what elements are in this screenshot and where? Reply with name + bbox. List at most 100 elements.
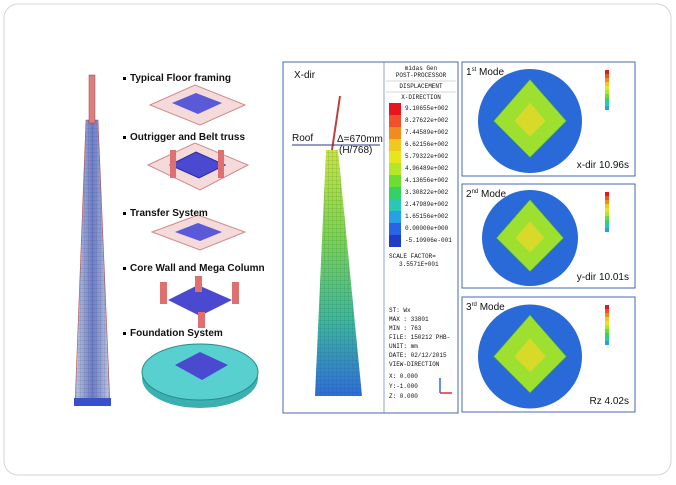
mode-core bbox=[515, 221, 545, 253]
roof-label: Roof bbox=[292, 133, 313, 144]
mini-legend bbox=[605, 317, 609, 321]
legend-swatch bbox=[389, 211, 401, 223]
mini-legend bbox=[605, 70, 609, 74]
mode-caption: y-dir 10.01s bbox=[577, 272, 629, 283]
delta-label: Δ=670mm bbox=[337, 134, 383, 145]
mini-legend bbox=[605, 192, 609, 196]
legend-swatch bbox=[389, 115, 401, 127]
mini-legend bbox=[605, 200, 609, 204]
legend-swatch bbox=[389, 103, 401, 115]
mini-legend bbox=[605, 321, 609, 325]
mini-legend bbox=[605, 333, 609, 337]
mode-ordinal: 2 bbox=[466, 189, 472, 200]
component: X-DIRECTION bbox=[401, 94, 441, 101]
mini-legend bbox=[605, 228, 609, 232]
mode-label: Mode bbox=[480, 302, 505, 313]
mini-legend bbox=[605, 329, 609, 333]
info-line: UNIT: mm bbox=[389, 343, 418, 350]
legend-value: 3.30822e+002 bbox=[405, 189, 449, 196]
mode-label: Mode bbox=[479, 67, 504, 78]
legend-swatch bbox=[389, 127, 401, 139]
mini-legend bbox=[605, 204, 609, 208]
floor-illustrations bbox=[141, 84, 259, 408]
mini-legend bbox=[605, 212, 609, 216]
component-label: Foundation System bbox=[130, 328, 223, 339]
mini-legend bbox=[605, 106, 609, 110]
legend-value: 6.62156e+002 bbox=[405, 141, 449, 148]
bullet bbox=[123, 136, 126, 139]
mode-core bbox=[514, 102, 546, 137]
mode-core bbox=[514, 338, 546, 373]
mini-legend bbox=[605, 86, 609, 90]
scale-label: SCALE FACTOR= bbox=[389, 253, 436, 260]
view-value: X: 0.000 bbox=[389, 373, 418, 380]
mode-ordinal: 3 bbox=[466, 302, 472, 313]
legend-value: -5.10906e-001 bbox=[405, 237, 452, 244]
mini-legend bbox=[605, 305, 609, 309]
component-label: Outrigger and Belt truss bbox=[130, 132, 245, 143]
mode-suffix: st bbox=[472, 67, 477, 73]
mode-title: 3rd Mode bbox=[466, 302, 505, 313]
legend-swatch bbox=[389, 199, 401, 211]
legend-swatch bbox=[389, 175, 401, 187]
mini-legend bbox=[605, 98, 609, 102]
info-line: VIEW-DIRECTION bbox=[389, 361, 440, 368]
legend-swatch bbox=[389, 151, 401, 163]
legend-value: 4.96489e+002 bbox=[405, 165, 449, 172]
info-line: FILE: 150212 PHB- bbox=[389, 334, 450, 341]
legend-swatch bbox=[389, 163, 401, 175]
mini-legend bbox=[605, 94, 609, 98]
mini-legend bbox=[605, 102, 609, 106]
view-value: Z: 0.000 bbox=[389, 393, 418, 400]
legend-swatch bbox=[389, 187, 401, 199]
legend-value: 5.79322e+002 bbox=[405, 153, 449, 160]
result: DISPLACEMENT bbox=[399, 83, 443, 90]
mode-title: 2nd Mode bbox=[466, 189, 506, 200]
mini-legend bbox=[605, 220, 609, 224]
mode-caption: Rz 4.02s bbox=[590, 396, 629, 407]
mini-legend bbox=[605, 82, 609, 86]
mini-legend bbox=[605, 216, 609, 220]
component-label: Typical Floor framing bbox=[130, 73, 231, 84]
legend-swatch bbox=[389, 223, 401, 235]
legend-value: 8.27622e+002 bbox=[405, 117, 449, 124]
mode-label: Mode bbox=[481, 189, 506, 200]
mini-legend bbox=[605, 341, 609, 345]
mode-panels: 1st Mode x-dir 10.96s 2nd Mode y-dir 10.01s… bbox=[461, 61, 636, 413]
midas-legend: midas Gen POST-PROCESSOR DISPLACEMENT X-… bbox=[386, 65, 456, 400]
info-line: ST: Wx bbox=[389, 307, 411, 314]
mini-legend bbox=[605, 325, 609, 329]
legend-value: 9.10655e+002 bbox=[405, 105, 449, 112]
mini-legend bbox=[605, 309, 609, 313]
mini-legend bbox=[605, 74, 609, 78]
direction-label: X-dir bbox=[294, 70, 316, 81]
left-tower bbox=[74, 74, 111, 406]
legend-value: 7.44589e+002 bbox=[405, 129, 449, 136]
scale-value: 3.5571E+001 bbox=[399, 261, 439, 268]
info-line: DATE: 02/12/2015 bbox=[389, 352, 447, 359]
legend-swatch bbox=[389, 235, 401, 247]
legend-value: 0.00000e+000 bbox=[405, 225, 449, 232]
mode-suffix: nd bbox=[472, 189, 479, 195]
mini-legend bbox=[605, 208, 609, 212]
mini-legend bbox=[605, 224, 609, 228]
bullet bbox=[123, 267, 126, 270]
mode-title: 1st Mode bbox=[466, 67, 504, 78]
bullet bbox=[123, 332, 126, 335]
mini-legend bbox=[605, 90, 609, 94]
bullet bbox=[123, 77, 126, 80]
analysis-panel bbox=[282, 61, 459, 414]
component-label: Transfer System bbox=[130, 208, 208, 219]
mini-legend bbox=[605, 313, 609, 317]
mini-legend bbox=[605, 337, 609, 341]
info-line: MAX : 33801 bbox=[389, 316, 429, 323]
view-value: Y:-1.000 bbox=[389, 383, 418, 390]
info-line: MIN : 763 bbox=[389, 325, 422, 332]
mode-caption: x-dir 10.96s bbox=[577, 160, 629, 171]
bullet bbox=[123, 212, 126, 215]
program: midas Gen bbox=[405, 65, 438, 72]
mini-legend bbox=[605, 196, 609, 200]
mini-legend bbox=[605, 78, 609, 82]
mode-ordinal: 1 bbox=[466, 67, 472, 78]
